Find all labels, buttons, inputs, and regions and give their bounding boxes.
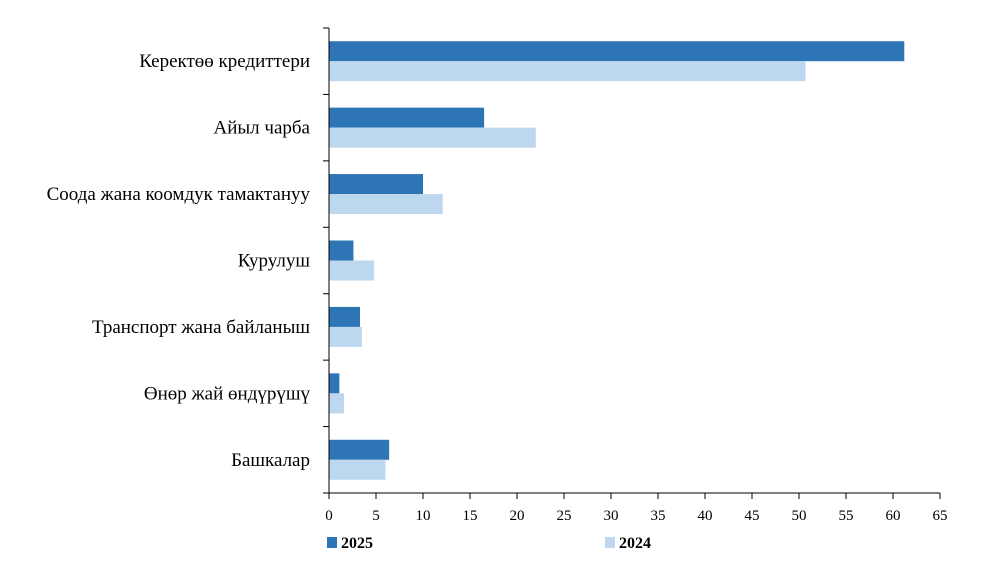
legend: 2025 2024 bbox=[327, 535, 651, 552]
bar-2024-3 bbox=[329, 260, 375, 281]
x-tick-label-11: 55 bbox=[839, 508, 854, 524]
legend-swatch-2025 bbox=[327, 537, 337, 548]
bar-2025-4 bbox=[329, 306, 361, 327]
x-tick-label-9: 45 bbox=[745, 508, 760, 524]
bar-2025-0 bbox=[329, 41, 905, 62]
category-label-6: Башкалар bbox=[231, 450, 310, 471]
category-label-0: Керектөө кредиттери bbox=[139, 51, 310, 72]
legend-label-2025: 2025 bbox=[341, 535, 373, 552]
x-tick-labels: 0 5 10 15 20 25 30 35 40 45 50 55 60 65 bbox=[325, 508, 947, 524]
x-tick-label-2: 10 bbox=[416, 508, 431, 524]
x-tick-label-8: 40 bbox=[698, 508, 713, 524]
x-tick-label-1: 5 bbox=[372, 508, 380, 524]
category-label-1: Айыл чарба bbox=[214, 118, 311, 139]
bar-2025-1 bbox=[329, 107, 485, 128]
x-tick-label-10: 50 bbox=[792, 508, 807, 524]
x-tick-label-13: 65 bbox=[933, 508, 948, 524]
x-tick-label-4: 20 bbox=[510, 508, 525, 524]
bar-2024-4 bbox=[329, 326, 362, 347]
bar-2024-2 bbox=[329, 194, 443, 215]
x-tick-label-6: 30 bbox=[604, 508, 619, 524]
bar-2025-3 bbox=[329, 240, 354, 261]
axes-group bbox=[323, 27, 941, 499]
x-tick-label-12: 60 bbox=[886, 508, 901, 524]
bar-2024-0 bbox=[329, 61, 806, 82]
x-tick-label-7: 35 bbox=[651, 508, 666, 524]
bar-2025-2 bbox=[329, 174, 423, 195]
bar-2024-5 bbox=[329, 393, 345, 414]
category-label-4: Транспорт жана байланыш bbox=[92, 317, 310, 338]
bar-2025-5 bbox=[329, 373, 340, 394]
x-tick-label-5: 25 bbox=[557, 508, 572, 524]
x-tick-label-3: 15 bbox=[463, 508, 478, 524]
category-labels: Керектөө кредиттери Айыл чарба Соода жана … bbox=[47, 51, 311, 471]
category-label-3: Курулуш bbox=[238, 251, 311, 272]
legend-swatch-2024 bbox=[605, 537, 615, 548]
bar-2024-1 bbox=[329, 127, 536, 148]
legend-label-2024: 2024 bbox=[619, 535, 651, 552]
x-tick-label-0: 0 bbox=[325, 508, 333, 524]
bars-group bbox=[329, 41, 905, 480]
bar-2024-6 bbox=[329, 459, 386, 480]
category-label-5: Өнөр жай өндүрүшү bbox=[144, 383, 311, 404]
bar-2025-6 bbox=[329, 439, 390, 460]
category-label-2: Соода жана коомдук тамактануу bbox=[47, 184, 311, 205]
